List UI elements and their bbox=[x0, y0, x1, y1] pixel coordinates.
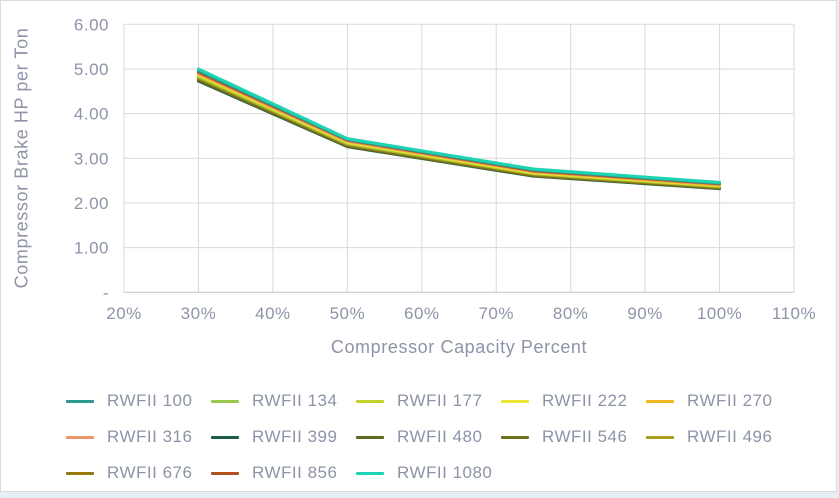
legend-swatch bbox=[356, 471, 384, 475]
legend-label: RWFII 1080 bbox=[397, 463, 493, 482]
legend-item-rwfii-856[interactable]: RWFII 856 bbox=[211, 455, 356, 491]
x-tick-label: 70% bbox=[478, 304, 514, 323]
series-line-rwfii-546[interactable] bbox=[196, 77, 722, 190]
x-tick-label: 80% bbox=[553, 304, 589, 323]
legend-item-rwfii-100[interactable]: RWFII 100 bbox=[66, 383, 211, 419]
x-tick-label: 100% bbox=[697, 304, 742, 323]
x-tick-label: 110% bbox=[772, 304, 816, 323]
y-tick-label: 3.00 bbox=[74, 149, 109, 168]
legend-label: RWFII 316 bbox=[107, 427, 193, 446]
chart-plot: 6.00 5.00 4.00 3.00 2.00 1.00 - 20% 30% 40% 50% 60%… bbox=[74, 15, 816, 323]
legend-swatch bbox=[646, 435, 674, 439]
legend-label: RWFII 399 bbox=[252, 427, 338, 446]
x-tick-label: 50% bbox=[330, 304, 366, 323]
legend-swatch bbox=[211, 471, 239, 475]
y-axis-title: Compressor Brake HP per Ton bbox=[11, 27, 32, 289]
legend-swatch bbox=[66, 435, 94, 439]
x-tick-label: 20% bbox=[106, 304, 142, 323]
series-line-rwfii-1080[interactable] bbox=[196, 67, 722, 184]
x-tick-label: 40% bbox=[255, 304, 291, 323]
legend-swatch bbox=[356, 399, 384, 403]
legend-item-rwfii-399[interactable]: RWFII 399 bbox=[211, 419, 356, 455]
legend-label: RWFII 676 bbox=[107, 463, 193, 482]
y-tick-label: 5.00 bbox=[74, 60, 109, 79]
series-line-rwfii-856[interactable] bbox=[196, 70, 722, 186]
series-line-rwfii-222[interactable] bbox=[196, 73, 722, 188]
y-tick-label: 6.00 bbox=[74, 15, 109, 34]
legend-label: RWFII 134 bbox=[252, 391, 338, 410]
legend-swatch bbox=[66, 471, 94, 475]
y-tick-label: 1.00 bbox=[74, 239, 109, 258]
legend-label: RWFII 856 bbox=[252, 463, 338, 482]
legend-item-rwfii-270[interactable]: RWFII 270 bbox=[646, 383, 791, 419]
series-line-rwfii-316[interactable] bbox=[196, 71, 722, 186]
series-line-rwfii-270[interactable] bbox=[196, 72, 722, 187]
legend-label: RWFII 222 bbox=[542, 391, 628, 410]
legend-item-rwfii-546[interactable]: RWFII 546 bbox=[501, 419, 646, 455]
legend-item-rwfii-134[interactable]: RWFII 134 bbox=[211, 383, 356, 419]
series-line-rwfii-134[interactable] bbox=[196, 75, 722, 188]
legend-swatch bbox=[211, 435, 239, 439]
legend-item-rwfii-316[interactable]: RWFII 316 bbox=[66, 419, 211, 455]
legend-label: RWFII 177 bbox=[397, 391, 483, 410]
legend-item-rwfii-1080[interactable]: RWFII 1080 bbox=[356, 455, 501, 491]
legend-label: RWFII 480 bbox=[397, 427, 483, 446]
legend-item-rwfii-676[interactable]: RWFII 676 bbox=[66, 455, 211, 491]
legend-label: RWFII 270 bbox=[687, 391, 773, 410]
legend-swatch bbox=[211, 399, 239, 403]
legend-swatch bbox=[356, 435, 384, 439]
series-line-rwfii-399[interactable] bbox=[196, 79, 722, 191]
series-line-rwfii-100[interactable] bbox=[196, 69, 722, 185]
x-axis-title: Compressor Capacity Percent bbox=[330, 337, 588, 357]
x-tick-label: 90% bbox=[627, 304, 663, 323]
series-line-rwfii-676[interactable] bbox=[196, 76, 722, 189]
series-line-rwfii-480[interactable] bbox=[196, 78, 722, 190]
legend-swatch bbox=[66, 399, 94, 403]
legend-swatch bbox=[501, 399, 529, 403]
legend-swatch bbox=[646, 399, 674, 403]
legend-label: RWFII 496 bbox=[687, 427, 773, 446]
legend-label: RWFII 100 bbox=[107, 391, 193, 410]
series-line-rwfii-496[interactable] bbox=[196, 75, 722, 189]
legend-item-rwfii-177[interactable]: RWFII 177 bbox=[356, 383, 501, 419]
series-line-rwfii-177[interactable] bbox=[196, 74, 722, 188]
y-tick-label: 4.00 bbox=[74, 105, 109, 124]
y-tick-label: 2.00 bbox=[74, 194, 109, 213]
x-tick-label: 60% bbox=[404, 304, 440, 323]
legend-label: RWFII 546 bbox=[542, 427, 628, 446]
chart-legend: RWFII 100 RWFII 134 RWFII 177 RWFII 222 RWFI… bbox=[1, 383, 839, 491]
legend-item-rwfii-480[interactable]: RWFII 480 bbox=[356, 419, 501, 455]
legend-item-rwfii-222[interactable]: RWFII 222 bbox=[501, 383, 646, 419]
y-tick-label: - bbox=[103, 283, 109, 302]
legend-item-rwfii-496[interactable]: RWFII 496 bbox=[646, 419, 791, 455]
x-tick-label: 30% bbox=[181, 304, 217, 323]
legend-swatch bbox=[501, 435, 529, 439]
